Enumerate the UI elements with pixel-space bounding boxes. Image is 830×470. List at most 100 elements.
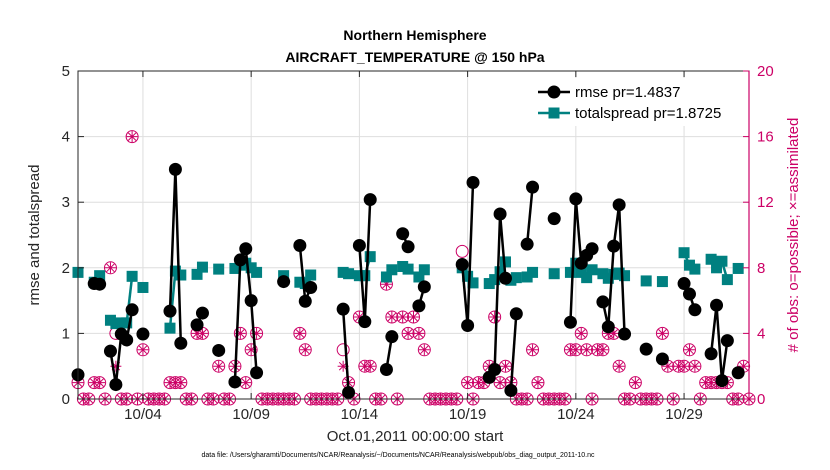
obs-assimilated-marker [662,360,674,372]
y-tick-label: 3 [62,194,70,211]
obs-assimilated-marker [240,377,252,389]
obs-assimilated-marker [418,344,430,356]
rmse-series [71,162,745,399]
totalspread-point [586,264,598,276]
totalspread-point [175,269,187,281]
totalspread-point [640,275,652,287]
legend-box [530,78,741,126]
obs-assimilated-marker [402,327,414,339]
obs-assimilated-marker [380,278,392,290]
rmse-point [93,277,107,291]
x-tick-label: 10/24 [557,406,595,423]
rmse-point [336,302,350,316]
totalspread-point [413,271,425,283]
obs-possible-marker [212,359,226,373]
totalspread-point [364,251,376,263]
obs-assimilated-marker [678,360,690,372]
footnote: data file: /Users/gharamti/Documents/NCA… [201,452,595,459]
obs-assimilated-marker [499,360,511,372]
obs-possible-marker [125,130,139,144]
obs-assimilated-marker [110,360,122,372]
y-right-tick-label: 0 [757,391,765,408]
totalspread-point [213,263,225,275]
y-right-tick-label: 12 [757,194,774,211]
rmse-point [612,198,626,212]
obs-assimilated-marker [196,327,208,339]
obs-assimilated-marker [234,327,246,339]
obs-assimilated-marker [294,327,306,339]
x-tick-label: 10/09 [232,406,270,423]
y-right-tick-label: 20 [757,63,774,80]
obs-assimilated-marker [353,311,365,323]
rmse-point [358,315,372,329]
rmse-point [682,287,696,301]
y-tick-label: 4 [62,129,70,146]
totalspread-point [494,266,506,278]
rmse-point [103,344,117,358]
rmse-point [498,271,512,285]
legend-spread-marker [548,107,560,119]
totalspread-point [305,269,317,281]
obs-assimilated-marker [175,377,187,389]
obs-assimilated-marker [683,344,695,356]
rmse-point [607,239,621,253]
rmse-point [163,304,177,318]
rmse-point [120,333,134,347]
y-tick-label: 1 [62,325,70,342]
totalspread-point [343,268,355,280]
totalspread-point [619,270,631,282]
rmse-point [250,366,264,380]
rmse-point [168,162,182,176]
rmse-point [125,303,139,317]
rmse-point [228,375,242,389]
totalspread-line [125,276,134,324]
rmse-point [520,237,534,251]
obs-possible-marker [250,326,264,340]
obs-possible-marker [136,343,150,357]
rmse-line [709,303,729,382]
rmse-point [493,207,507,221]
y-tick-label: 2 [62,260,70,277]
rmse-point [304,280,318,294]
series-layer [71,162,745,399]
y-axis-label: rmse and totalspread [26,165,43,306]
obs-possible-marker [298,343,312,357]
rmse-point [563,315,577,329]
obs-possible-marker [455,244,469,258]
obs-possible-marker [574,326,588,340]
obs-assimilated-marker [364,360,376,372]
y-tick-label: 0 [62,391,70,408]
rmse-point [688,303,702,317]
obs-possible-marker [526,343,540,357]
rmse-point [596,295,610,309]
obs-assimilated-marker [527,344,539,356]
rmse-point [174,336,188,350]
obs-possible-marker [531,376,545,390]
obs-possible-marker [233,326,247,340]
obs-assimilated-marker [629,377,641,389]
rmse-line [509,313,518,391]
rmse-point [212,343,226,357]
x-tick-label: 10/19 [449,406,487,423]
totalspread-point [196,261,208,273]
obs-assimilated-marker [575,327,587,339]
totalspread-point [137,281,149,293]
obs-assimilated-marker [299,344,311,356]
totalspread-point [732,262,744,274]
rmse-point [601,320,615,334]
obs-assimilated-marker [104,262,116,274]
chart-title: Northern Hemisphere [343,27,486,43]
totalspread-point [299,278,311,290]
totalspread-point [359,270,371,282]
obs-assimilated-marker [408,311,419,323]
rmse-point [731,366,745,380]
totalspread-point [380,271,392,283]
chart-subtitle: AIRCRAFT_TEMPERATURE @ 150 hPa [285,49,544,65]
obs-possible-marker [417,343,431,357]
legend-rmse-label: rmse pr=1.4837 [575,84,680,101]
rmse-point [509,307,523,321]
totalspread-point [564,266,576,278]
rmse-point [385,330,399,344]
rmse-point [363,193,377,207]
totalspread-point [705,253,717,265]
